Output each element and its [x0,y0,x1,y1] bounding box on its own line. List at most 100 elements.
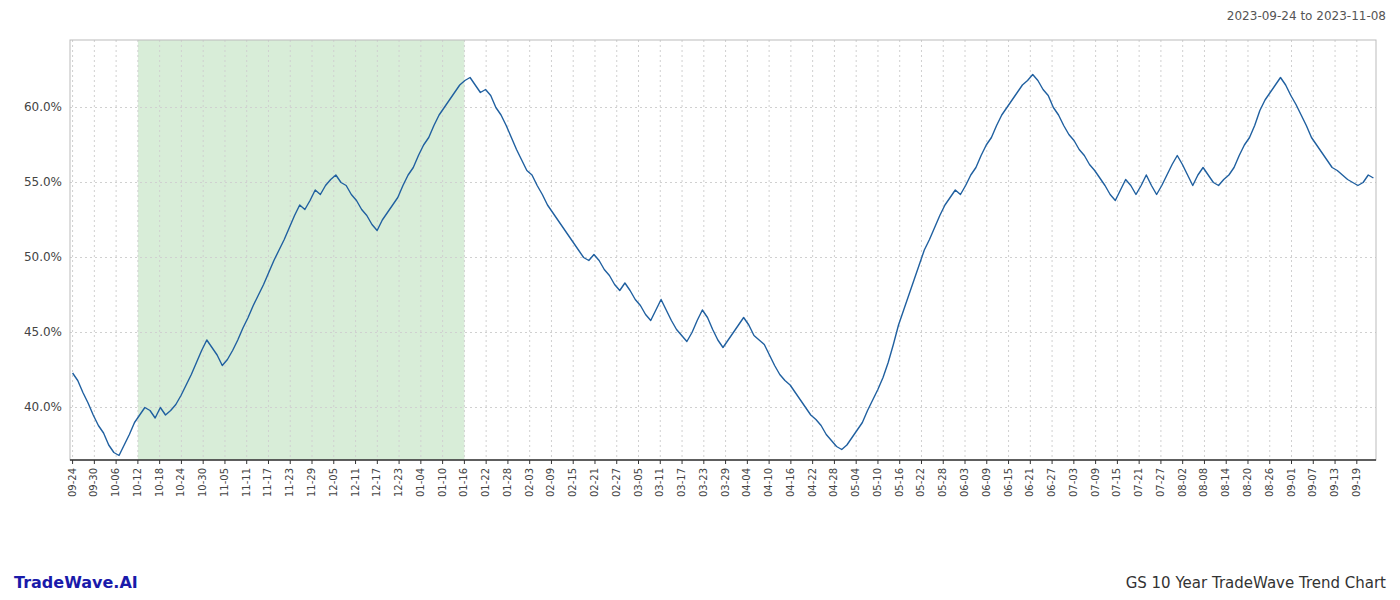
x-grid-line [246,40,247,460]
x-tick-label: 12-23 [393,468,404,497]
x-tick-label: 02-21 [589,468,600,497]
x-tick-label: 10-18 [154,468,165,497]
x-tick [899,460,900,464]
x-tick [986,460,987,464]
plot-frame [70,40,1376,460]
x-tick [1052,460,1053,464]
highlight-band [138,40,465,460]
x-tick-label: 04-16 [785,468,796,497]
x-grid-line [660,40,661,460]
x-tick [1313,460,1314,464]
x-tick-label: 06-15 [1003,468,1014,497]
x-tick [877,460,878,464]
x-tick-label: 05-10 [872,468,883,497]
x-tick-label: 10-30 [197,468,208,497]
x-grid-line [290,40,291,460]
x-grid-line [573,40,574,460]
y-tick-label: 60.0% [24,100,62,114]
grid [70,40,1376,460]
x-grid-line [965,40,966,460]
x-grid-line [1117,40,1118,460]
x-tick-label: 11-17 [262,468,273,497]
x-tick [573,460,574,464]
x-tick-label: 02-27 [611,468,622,497]
x-tick [1335,460,1336,464]
x-tick-label: 04-04 [741,468,752,497]
x-tick [529,460,530,464]
x-tick-label: 01-28 [502,468,513,497]
y-grid-line [70,407,1376,408]
subtitle: 2023-09-24 to 2023-11-08 [1227,9,1386,23]
x-tick [1247,460,1248,464]
x-grid-line [682,40,683,460]
x-grid-line [442,40,443,460]
chart: 40.0%45.0%50.0%55.0%60.0%09-2409-3010-06… [0,0,1400,600]
x-tick [203,460,204,464]
y-grid-line [70,332,1376,333]
x-tick-label: 09-30 [88,468,99,497]
x-grid-line [899,40,900,460]
x-tick [834,460,835,464]
x-tick-label: 09-13 [1329,468,1340,497]
x-tick-label: 05-04 [850,468,861,497]
x-grid-line [1247,40,1248,460]
x-tick [312,460,313,464]
title: GS 10 Year TradeWave Trend Chart [1126,574,1386,592]
x-tick [1139,460,1140,464]
x-grid-line [725,40,726,460]
highlight-layer [138,40,465,460]
y-axis: 40.0%45.0%50.0%55.0%60.0% [24,100,62,414]
x-grid-line [1313,40,1314,460]
series-layer [73,75,1374,456]
x-grid-line [529,40,530,460]
x-tick-label: 09-01 [1286,468,1297,497]
x-grid-line [224,40,225,460]
x-tick [420,460,421,464]
x-tick [551,460,552,464]
x-tick-label: 06-27 [1046,468,1057,497]
x-grid-line [1291,40,1292,460]
x-tick [442,460,443,464]
x-grid-line [1269,40,1270,460]
x-tick [333,460,334,464]
x-tick-label: 08-02 [1177,468,1188,497]
x-tick [1008,460,1009,464]
x-tick-label: 12-11 [350,468,361,497]
x-tick [747,460,748,464]
x-tick-label: 09-19 [1351,468,1362,497]
x-tick [224,460,225,464]
x-tick-label: 02-15 [567,468,578,497]
x-grid-line [943,40,944,460]
x-grid-line [986,40,987,460]
x-tick [594,460,595,464]
x-axis: 09-2409-3010-0610-1210-1810-2410-3011-05… [67,460,1362,497]
x-grid-line [1073,40,1074,460]
x-tick [1095,460,1096,464]
x-grid-line [747,40,748,460]
x-tick-label: 09-24 [67,468,78,497]
x-tick-label: 01-16 [458,468,469,497]
y-tick-label: 45.0% [24,325,62,339]
x-tick-label: 03-29 [720,468,731,497]
x-tick [290,460,291,464]
x-axis-line [70,459,1376,461]
x-grid-line [921,40,922,460]
x-tick-label: 02-03 [524,468,535,497]
x-tick [682,460,683,464]
x-tick-label: 06-03 [959,468,970,497]
x-tick [1182,460,1183,464]
x-tick-label: 07-21 [1133,468,1144,497]
x-grid-line [1204,40,1205,460]
x-grid-line [72,40,73,460]
x-tick-label: 01-22 [480,468,491,497]
x-tick [268,460,269,464]
x-tick-label: 08-20 [1242,468,1253,497]
background [0,0,1400,600]
x-grid-line [877,40,878,460]
y-tick-label: 50.0% [24,250,62,264]
x-tick [486,460,487,464]
x-grid-line [507,40,508,460]
x-grid-line [312,40,313,460]
x-tick [769,460,770,464]
x-tick [1356,460,1357,464]
